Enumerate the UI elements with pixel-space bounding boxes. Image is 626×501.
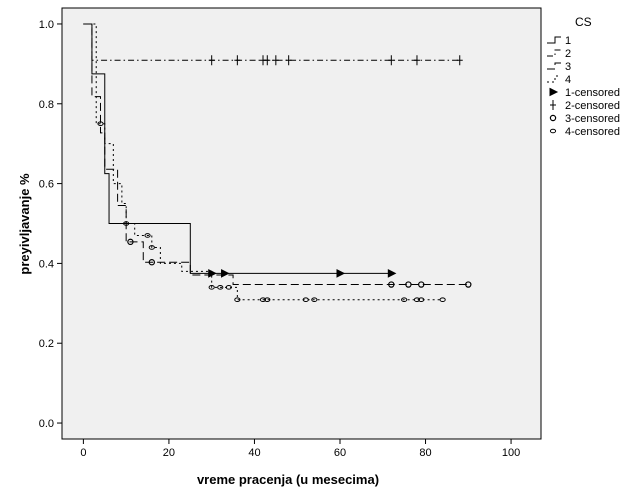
legend-marker-4 bbox=[549, 128, 557, 134]
series-3-censor-mark bbox=[405, 281, 412, 288]
y-axis-title: preyivljavanje % bbox=[17, 173, 32, 275]
legend-marker-2 bbox=[550, 100, 556, 110]
legend-entry-label: 2-censored bbox=[565, 100, 620, 112]
legend: CS 12341-censored2-censored3-censored4-c… bbox=[547, 15, 620, 138]
series-4-censor-mark bbox=[144, 233, 151, 238]
series-4-censor-mark bbox=[439, 297, 446, 303]
series-3-censor-mark bbox=[418, 281, 425, 288]
legend-entry-label: 1-censored bbox=[565, 87, 620, 99]
series-3-censor-mark bbox=[388, 281, 395, 288]
legend-entry-label: 4 bbox=[565, 74, 571, 86]
legend-line-3 bbox=[547, 62, 561, 70]
censor-marks bbox=[97, 55, 472, 303]
series-3-censor-mark bbox=[465, 281, 472, 288]
series-2-censor-mark bbox=[388, 55, 395, 66]
series-2-censor-mark bbox=[208, 55, 215, 66]
series-2-censor-mark bbox=[413, 55, 420, 66]
x-tick-label: 0 bbox=[80, 447, 86, 459]
series-3-censor-mark bbox=[148, 259, 156, 266]
y-tick-label: 0.8 bbox=[39, 99, 54, 111]
legend-title: CS bbox=[575, 15, 592, 29]
legend-marker-3 bbox=[549, 114, 557, 122]
y-tick-label: 0.4 bbox=[39, 258, 54, 270]
x-tick-label: 20 bbox=[163, 447, 175, 459]
x-tick-label: 40 bbox=[248, 447, 260, 459]
series-4-censor-mark bbox=[97, 121, 104, 127]
series-layer bbox=[83, 23, 469, 301]
legend-entry-label: 3 bbox=[565, 61, 571, 73]
axes: 0 20 40 60 80 100 0.0 0.2 0.4 0.6 0.8 1.0 bbox=[39, 19, 521, 459]
legend-line-4 bbox=[547, 75, 561, 83]
series-1-censor-mark bbox=[221, 269, 230, 278]
series-2-censor-mark bbox=[456, 55, 463, 66]
y-tick-label: 1.0 bbox=[39, 19, 54, 31]
series-2-censor-mark bbox=[234, 55, 241, 66]
series-4-censor-mark bbox=[148, 245, 155, 250]
legend-marker-1 bbox=[549, 87, 559, 97]
legend-entry-label: 4-censored bbox=[565, 126, 620, 138]
series-3-censor-mark bbox=[127, 238, 134, 246]
x-tick-label: 100 bbox=[502, 447, 520, 459]
series-4-censor-mark bbox=[123, 221, 130, 226]
series-1-censor-mark bbox=[336, 269, 346, 278]
y-tick-label: 0.2 bbox=[39, 338, 54, 350]
series-4-censor-mark bbox=[225, 285, 232, 290]
x-tick-label: 80 bbox=[419, 447, 431, 459]
legend-line-2 bbox=[547, 49, 561, 57]
series-1-censor-mark bbox=[208, 269, 217, 278]
legend-entry-label: 2 bbox=[565, 48, 571, 60]
series-1-line bbox=[83, 23, 392, 274]
series-4-censor-mark bbox=[234, 297, 241, 303]
series-2-censor-mark bbox=[272, 55, 279, 66]
series-1-censor-mark bbox=[387, 269, 397, 278]
series-4-line bbox=[83, 23, 443, 301]
legend-entry-label: 3-censored bbox=[565, 113, 620, 125]
series-4-censor-mark bbox=[418, 297, 425, 303]
y-tick-label: 0.6 bbox=[39, 179, 54, 191]
series-4-censor-mark bbox=[208, 285, 215, 290]
series-4-censor-mark bbox=[264, 297, 271, 303]
series-4-censor-mark bbox=[217, 285, 224, 290]
x-axis-title: vreme pracenja (u mesecima) bbox=[197, 472, 379, 487]
series-4-censor-mark bbox=[259, 297, 267, 303]
series-4-censor-mark bbox=[401, 297, 408, 303]
series-4-censor-mark bbox=[413, 297, 421, 303]
series-3-line bbox=[83, 23, 469, 286]
legend-line-1 bbox=[547, 36, 561, 44]
series-2-censor-mark bbox=[264, 55, 271, 66]
series-4-censor-mark bbox=[302, 297, 309, 303]
y-tick-label: 0.0 bbox=[39, 418, 54, 430]
series-4-censor-mark bbox=[311, 297, 318, 303]
legend-entry-label: 1 bbox=[565, 35, 571, 47]
x-tick-label: 60 bbox=[334, 447, 346, 459]
series-2-censor-mark bbox=[285, 55, 292, 66]
